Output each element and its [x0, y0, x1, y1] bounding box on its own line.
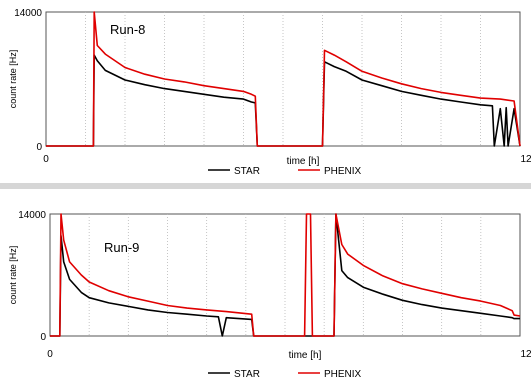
y-tick-label-bottom: 0 — [36, 142, 42, 153]
y-axis-label: count rate [Hz] — [8, 246, 18, 305]
x-tick-label-end: 12 — [520, 349, 531, 360]
x-axis-label: time [h] — [287, 156, 320, 167]
x-axis-label: time [h] — [289, 350, 322, 361]
chart-run-9: 14000 0 count rate [Hz] 0 12 time [h] Run-9 STA… — [0, 200, 531, 380]
x-tick-label-start: 0 — [43, 154, 49, 165]
x-tick-label-start: 0 — [47, 349, 53, 360]
chart-title: Run-8 — [110, 22, 145, 37]
series-line-phenix — [46, 11, 521, 147]
chart-run-9-svg: 14000 0 count rate [Hz] 0 12 time [h] Run-9 STA… — [8, 210, 531, 380]
y-axis-label: count rate [Hz] — [8, 50, 18, 109]
legend-label-star: STAR — [234, 369, 260, 380]
legend-label-phenix: PHENIX — [324, 166, 362, 177]
series-line-phenix — [50, 213, 521, 337]
legend-label-phenix: PHENIX — [324, 369, 362, 380]
chart-run-8-svg: 14000 0 count rate [Hz] 0 12 time [h] Run-8 STA… — [8, 8, 531, 177]
y-tick-label-top: 14000 — [18, 210, 46, 221]
y-tick-label-bottom: 0 — [40, 332, 46, 343]
chart-run-8: 14000 0 count rate [Hz] 0 12 time [h] Run-8 STA… — [0, 0, 531, 180]
chart-title: Run-9 — [104, 240, 139, 255]
y-tick-label-top: 14000 — [14, 8, 42, 19]
panel-separator — [0, 183, 531, 189]
legend-label-star: STAR — [234, 166, 260, 177]
x-tick-label-end: 12 — [520, 154, 531, 165]
